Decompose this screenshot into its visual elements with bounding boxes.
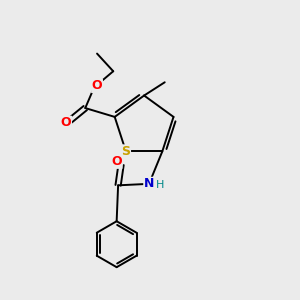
Text: N: N [144,177,154,190]
Text: O: O [111,155,122,168]
Text: S: S [122,145,130,158]
Text: O: O [92,80,102,92]
Text: H: H [156,180,164,190]
Text: O: O [61,116,71,129]
